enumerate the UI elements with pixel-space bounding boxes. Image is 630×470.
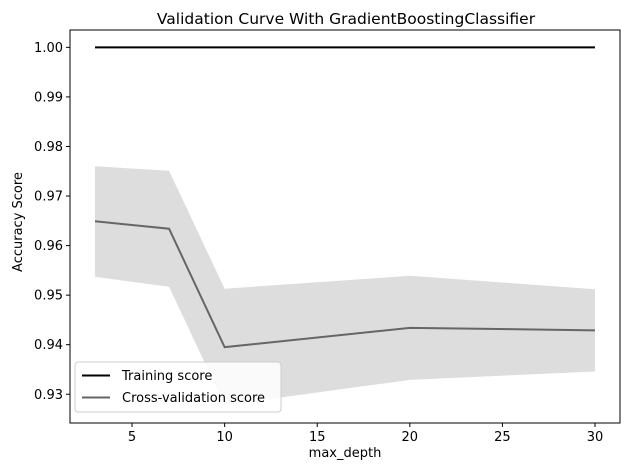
plot-area — [94, 46, 596, 406]
series-line-cross-validation — [94, 220, 596, 349]
x-tick-label: 25 — [494, 430, 511, 445]
y-tick-label: 0.93 — [34, 388, 63, 403]
x-tick-label: 10 — [216, 430, 233, 445]
plot-frame — [69, 29, 621, 424]
x-tick-label: 5 — [128, 430, 136, 445]
y-tick-label: 0.98 — [34, 140, 63, 155]
y-tick-label: 0.97 — [34, 190, 63, 205]
y-tick-label: 0.99 — [34, 90, 63, 105]
y-tick-label: 0.96 — [34, 239, 63, 254]
y-tick-label: 0.95 — [34, 289, 63, 304]
band-cross-validation — [95, 166, 595, 406]
y-tick-label: 0.94 — [34, 338, 63, 353]
legend-label-training: Training score — [121, 369, 212, 384]
y-axis-label: Accuracy Score — [11, 172, 26, 272]
legend: Training score Cross-validation score — [74, 361, 282, 413]
x-tick-label: 30 — [587, 430, 604, 445]
x-tick-label: 15 — [309, 430, 326, 445]
x-axis: 5 10 15 20 25 30 — [128, 423, 603, 445]
chart-title: Validation Curve With GradientBoostingCl… — [157, 10, 536, 28]
legend-label-cross-validation: Cross-validation score — [122, 391, 265, 406]
x-axis-label: max_depth — [309, 446, 382, 461]
legend-box — [74, 361, 282, 413]
y-axis: 0.93 0.94 0.95 0.96 0.97 0.98 0.99 1.00 — [34, 41, 70, 403]
y-tick-label: 1.00 — [34, 41, 63, 56]
x-tick-label: 20 — [402, 430, 419, 445]
